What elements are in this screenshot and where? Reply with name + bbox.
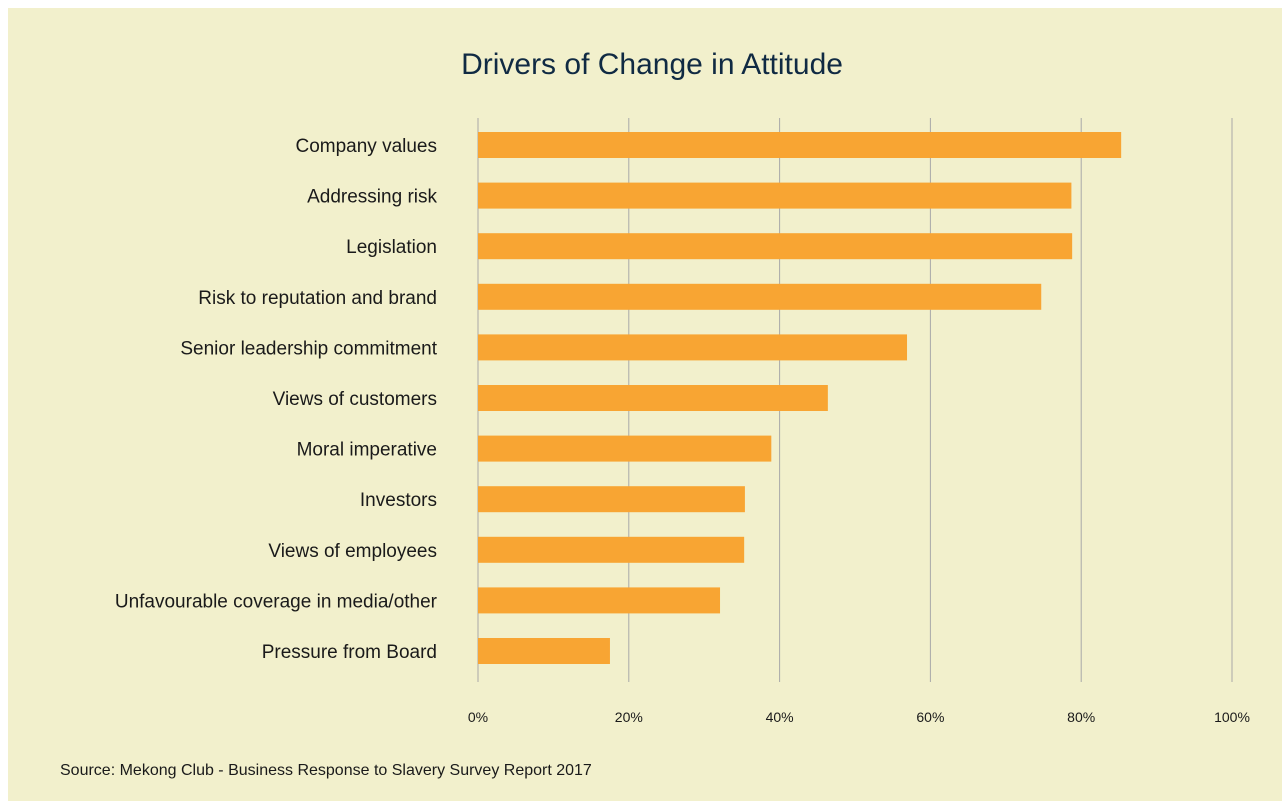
bar bbox=[478, 536, 745, 563]
bar bbox=[478, 334, 908, 361]
bar bbox=[478, 283, 1042, 310]
category-label: Addressing risk bbox=[307, 187, 437, 208]
category-label: Investors bbox=[360, 490, 437, 511]
bar bbox=[478, 435, 772, 462]
bar bbox=[478, 182, 1072, 209]
x-tick-label: 20% bbox=[615, 709, 643, 725]
x-tick-label: 100% bbox=[1214, 709, 1250, 725]
chart-title: Drivers of Change in Attitude bbox=[461, 48, 843, 81]
x-tick-label: 60% bbox=[916, 709, 944, 725]
x-tick-label: 40% bbox=[766, 709, 794, 725]
bar bbox=[478, 638, 610, 664]
category-label: Moral imperative bbox=[297, 440, 437, 461]
bars bbox=[478, 132, 1122, 664]
category-label: Views of employees bbox=[268, 541, 437, 562]
category-label: Senior leadership commitment bbox=[180, 338, 437, 359]
bar bbox=[478, 233, 1073, 260]
x-tick-label: 80% bbox=[1067, 709, 1095, 725]
category-label: Unfavourable coverage in media/other bbox=[115, 591, 438, 612]
category-label: Pressure from Board bbox=[262, 642, 437, 663]
bar bbox=[478, 486, 745, 513]
bar bbox=[478, 385, 828, 411]
category-label: Risk to reputation and brand bbox=[198, 288, 437, 309]
category-label: Legislation bbox=[346, 237, 437, 258]
category-labels: Company values Addressing risk Legislation… bbox=[115, 136, 438, 663]
source-note: Source: Mekong Club - Business Response … bbox=[60, 762, 592, 779]
category-label: Company values bbox=[295, 136, 437, 157]
x-tick-label: 0% bbox=[468, 709, 488, 725]
bar bbox=[478, 587, 721, 614]
category-label: Views of customers bbox=[273, 389, 437, 410]
bar bbox=[478, 132, 1122, 158]
x-tick-labels: 0% 20% 40% 60% 80% 100% bbox=[468, 709, 1250, 725]
